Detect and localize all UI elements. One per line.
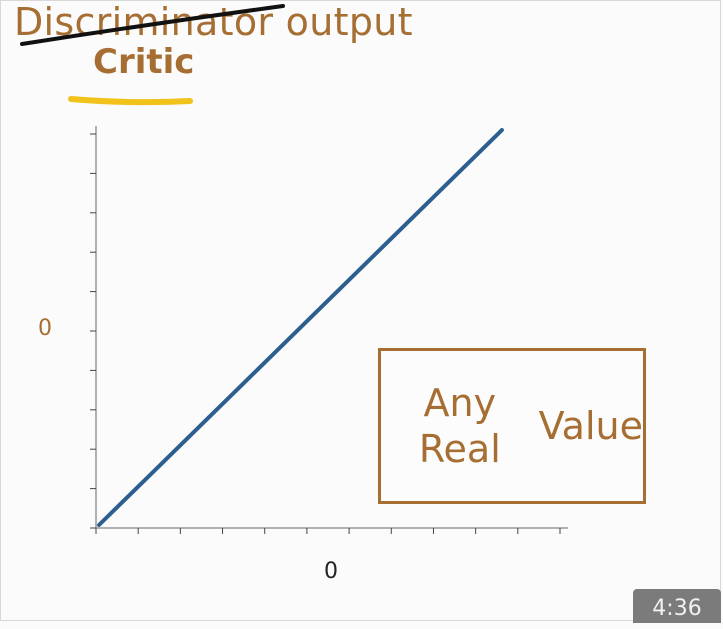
- annotation-line: Value: [538, 404, 643, 448]
- x-tick-label-zero: 0: [324, 559, 338, 584]
- critic-title: Critic: [93, 42, 195, 82]
- video-timestamp: 4:36: [633, 589, 721, 623]
- series-line: [97, 128, 504, 527]
- y-tick-label-zero: 0: [38, 316, 52, 341]
- ticks: [90, 133, 561, 534]
- any-real-value-box: Any Real Value: [378, 348, 646, 504]
- axes: [95, 126, 568, 529]
- annotation-line: Any Real: [418, 381, 501, 471]
